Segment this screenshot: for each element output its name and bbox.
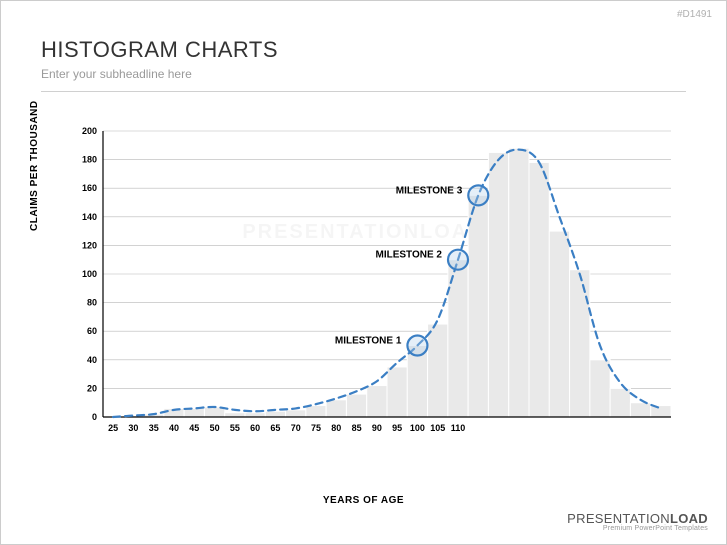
histogram-chart: 0 20 40 60 80 100 120 140 160 180 200 25 30 35 40 45 50 5…	[61, 121, 681, 451]
x-tick-label: 80	[331, 423, 341, 433]
slide-id: #D1491	[677, 9, 712, 20]
y-tick-label: 100	[82, 269, 97, 279]
x-tick-label: 95	[392, 423, 402, 433]
histogram-bar	[367, 386, 387, 417]
histogram-bar	[286, 410, 306, 417]
page-subtitle: Enter your subheadline here	[41, 67, 192, 81]
logo-tagline: Premium PowerPoint Templates	[567, 525, 708, 532]
histogram-bar	[387, 367, 407, 417]
x-tick-label: 55	[230, 423, 240, 433]
histogram-bar	[590, 360, 610, 417]
brand-logo: PRESENTATIONLOAD Premium PowerPoint Temp…	[567, 511, 708, 532]
y-tick-label: 200	[82, 126, 97, 136]
milestone-label: MILESTONE 3	[396, 185, 463, 196]
milestone-marker	[448, 250, 468, 270]
logo-part1: PRESENTATION	[567, 511, 670, 526]
x-tick-label: 85	[352, 423, 362, 433]
x-tick-label: 65	[270, 423, 280, 433]
histogram-bar	[529, 162, 549, 417]
x-tick-label: 45	[189, 423, 199, 433]
y-tick-label: 180	[82, 155, 97, 165]
x-tick-label: 25	[108, 423, 118, 433]
x-tick-label: 35	[149, 423, 159, 433]
y-tick-label: 0	[92, 412, 97, 422]
histogram-bar	[488, 152, 508, 417]
y-axis-label: CLAIMS PER THOUSAND	[29, 100, 40, 231]
histogram-bar	[428, 324, 448, 417]
histogram-bar	[265, 411, 285, 417]
milestone-label: MILESTONE 2	[376, 250, 443, 261]
milestone-marker	[468, 185, 488, 205]
histogram-bar	[651, 406, 671, 417]
histogram-bar	[326, 400, 346, 417]
x-tick-label: 75	[311, 423, 321, 433]
x-tick-label: 100	[410, 423, 425, 433]
x-tick-label: 110	[451, 423, 466, 433]
histogram-bar	[346, 394, 366, 417]
y-tick-label: 160	[82, 183, 97, 193]
histogram-bar	[245, 413, 265, 417]
histogram-bar	[630, 403, 650, 417]
y-tick-label: 60	[87, 326, 97, 336]
histogram-bar	[225, 413, 245, 417]
y-tick-label: 40	[87, 355, 97, 365]
y-tick-label: 120	[82, 240, 97, 250]
histogram-bar	[610, 388, 630, 417]
y-tick-label: 80	[87, 298, 97, 308]
histogram-bar	[570, 270, 590, 417]
logo-text: PRESENTATIONLOAD	[567, 511, 708, 526]
histogram-bar	[549, 231, 569, 417]
histogram-bar	[468, 195, 488, 417]
x-tick-label: 50	[210, 423, 220, 433]
x-tick-label: 70	[291, 423, 301, 433]
milestone-label: MILESTONE 1	[335, 336, 402, 347]
x-tick-label: 40	[169, 423, 179, 433]
x-axis-label: YEARS OF AGE	[1, 495, 726, 506]
x-tick-label: 30	[128, 423, 138, 433]
y-tick-label: 20	[87, 383, 97, 393]
title-divider	[41, 91, 686, 92]
logo-part2: LOAD	[670, 511, 708, 526]
x-tick-label: 105	[430, 423, 445, 433]
histogram-bar	[306, 406, 326, 417]
x-tick-label: 60	[250, 423, 260, 433]
histogram-bar	[509, 148, 529, 417]
y-tick-label: 140	[82, 212, 97, 222]
chart-area: 0 20 40 60 80 100 120 140 160 180 200 25 30 35 40 45 50 5…	[61, 121, 681, 451]
milestone-marker	[407, 336, 427, 356]
page-title: HISTOGRAM CHARTS	[41, 37, 278, 63]
x-tick-label: 90	[372, 423, 382, 433]
slide: #D1491 HISTOGRAM CHARTS Enter your subhe…	[0, 0, 727, 545]
